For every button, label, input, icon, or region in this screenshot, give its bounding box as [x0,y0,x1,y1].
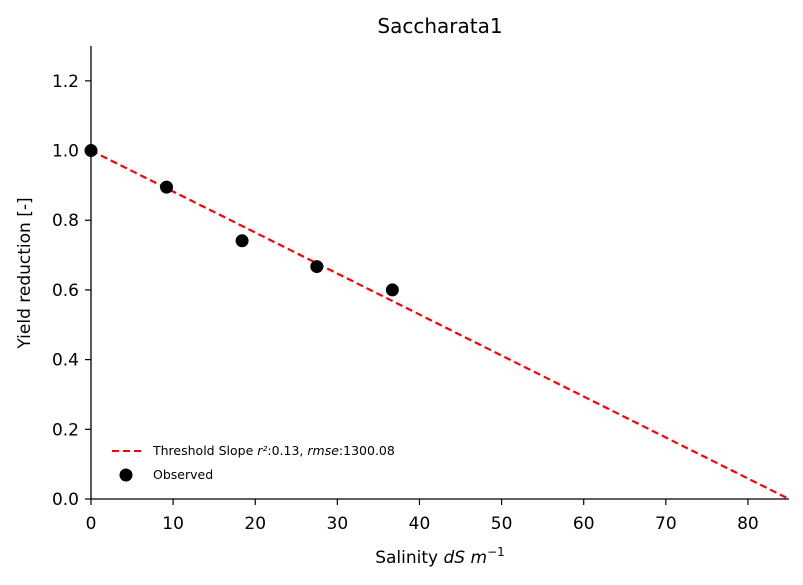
x-tick-label: 70 [655,514,677,534]
observed-point [385,283,399,297]
legend: Threshold Slope r²:0.13, rmse:1300.08 Ob… [112,443,395,482]
y-axis-ticks: 0.0 0.2 0.4 0.6 0.8 1.0 1.2 [52,72,91,510]
y-tick-label: 0.4 [52,351,79,371]
x-tick-label: 10 [162,514,184,534]
x-tick-label: 30 [327,514,349,534]
x-tick-label: 40 [409,514,431,534]
observed-point [310,260,324,274]
chart-title: Saccharata1 [377,14,502,38]
y-axis-title: Yield reduction [-] [15,197,35,349]
threshold-slope-line [90,149,790,500]
y-tick-label: 0.8 [52,211,79,231]
x-axis-ticks: 0 10 20 30 40 50 60 70 80 [86,499,759,534]
legend-label-observed: Observed [153,467,213,482]
x-tick-label: 20 [244,514,266,534]
y-tick-label: 0.6 [52,281,79,301]
observed-point [160,180,174,194]
observed-points [84,144,399,297]
x-tick-label: 60 [573,514,595,534]
fit-line [90,149,790,500]
x-tick-label: 80 [737,514,759,534]
y-tick-label: 0.2 [52,420,79,440]
y-tick-label: 0.0 [52,490,79,510]
y-tick-label: 1.0 [52,142,79,162]
legend-label-threshold-slope: Threshold Slope r²:0.13, rmse:1300.08 [152,443,395,458]
x-tick-label: 50 [491,514,513,534]
observed-point [235,234,249,248]
x-tick-label: 0 [86,514,97,534]
plot-area [84,144,790,500]
x-axis-title: Salinity dS m−1 [375,545,505,568]
legend-marker-swatch [119,468,133,482]
y-tick-label: 1.2 [52,72,79,92]
